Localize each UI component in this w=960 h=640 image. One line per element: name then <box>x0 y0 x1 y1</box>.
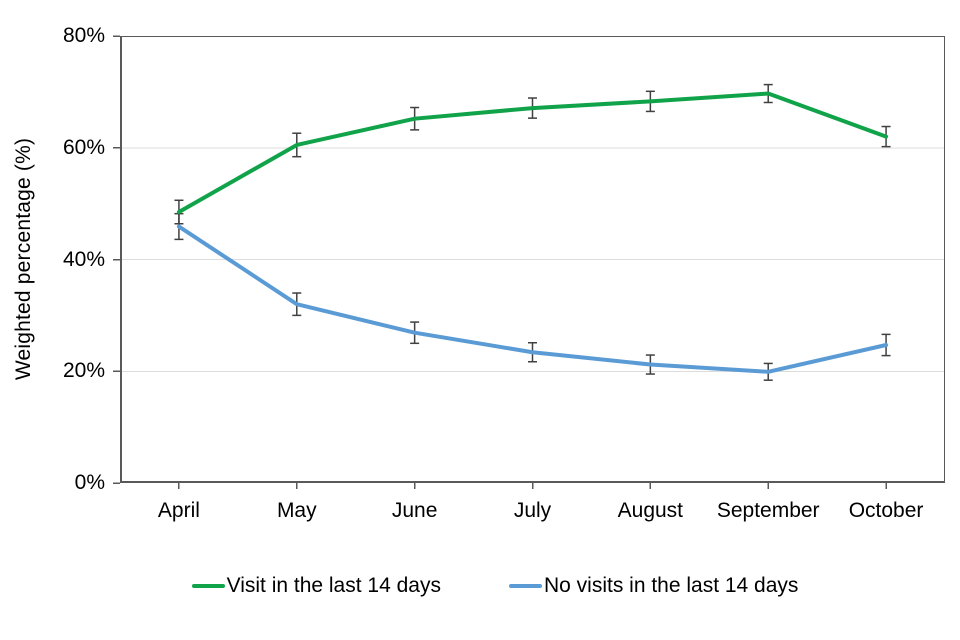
legend-item-1: No visits in the last 14 days <box>508 574 799 598</box>
y-axis-label: 60% <box>62 135 105 159</box>
x-axis-label: April <box>157 499 200 522</box>
chart-svg <box>113 35 945 489</box>
x-axis-label: May <box>276 499 317 522</box>
legend-swatch-icon <box>191 584 225 588</box>
x-axis-label: August <box>617 499 684 522</box>
legend-swatch-icon <box>508 584 542 588</box>
series-line-1 <box>176 224 889 374</box>
legend-label: No visits in the last 14 days <box>543 574 799 597</box>
legend-item-0: Visit in the last 14 days <box>191 574 441 598</box>
y-axis-label: 20% <box>62 359 105 383</box>
y-axis-label: 80% <box>62 24 105 47</box>
legend-label: Visit in the last 14 days <box>226 574 441 597</box>
y-axis-label: 40% <box>62 247 105 271</box>
x-axis-label: September <box>716 499 820 522</box>
x-axis-label: June <box>391 499 438 522</box>
x-axis-label: October <box>848 499 924 522</box>
chart-legend: Visit in the last 14 days No visits in th… <box>0 574 960 598</box>
plot-area <box>113 35 945 489</box>
y-axis-label: 0% <box>74 471 105 494</box>
x-axis-label: July <box>513 499 552 522</box>
series-line-0 <box>176 91 889 215</box>
